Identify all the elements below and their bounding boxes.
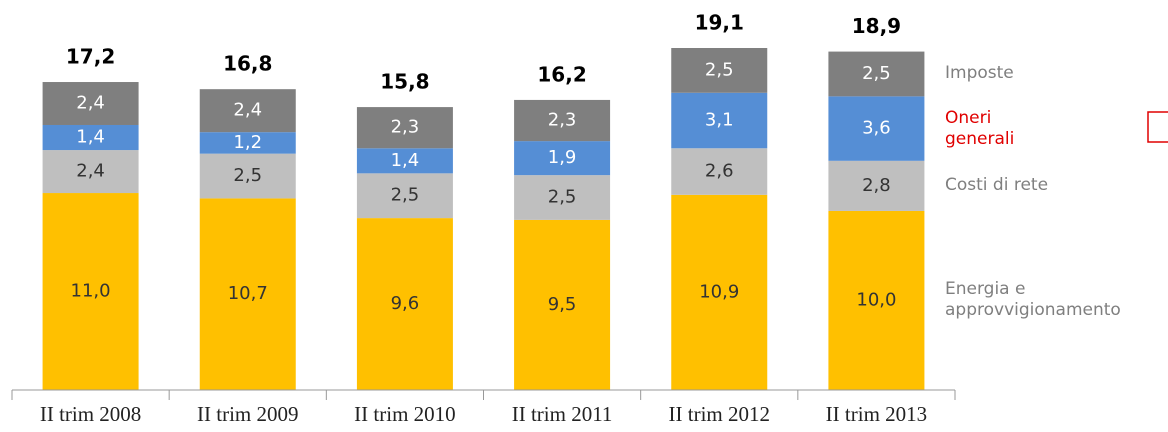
- value-label: 1,4: [76, 127, 105, 148]
- x-tick-label: II trim 2010: [354, 402, 455, 426]
- bar-segment: [671, 48, 768, 93]
- bar-segment: [514, 141, 611, 176]
- total-label: 16,8: [223, 52, 272, 76]
- value-label: 2,4: [76, 93, 105, 114]
- bar-segment: [199, 89, 296, 133]
- bar-segment: [42, 124, 139, 151]
- x-tick-label: II trim 2012: [669, 402, 770, 426]
- legend-text: Oneri generali: [945, 107, 1015, 149]
- total-label: 18,9: [852, 14, 901, 38]
- x-tick-label: II trim 2013: [826, 402, 927, 426]
- value-label: 2,4: [76, 161, 105, 182]
- legend-item: Oneri generali: [945, 99, 1065, 159]
- total-label: 16,2: [537, 62, 586, 86]
- value-label: 3,1: [705, 110, 734, 131]
- value-label: 1,4: [391, 150, 420, 171]
- x-tick-label: II trim 2009: [197, 402, 298, 426]
- legend-text: Costi di rete: [945, 175, 1049, 196]
- bar-segment: [828, 96, 925, 161]
- highlight-box: [1147, 111, 1168, 143]
- total-label: 17,2: [66, 45, 115, 69]
- x-tick-label: II trim 2008: [40, 402, 141, 426]
- legend-text: Energia e approvvigionamento: [945, 279, 1121, 321]
- value-label: 2,6: [705, 161, 734, 182]
- bar-segment: [671, 92, 768, 149]
- value-label: 10,0: [856, 289, 896, 310]
- value-label: 10,9: [699, 281, 739, 302]
- legend-label: Imposte: [945, 44, 1065, 104]
- bar-segment: [671, 194, 768, 390]
- bar-segment: [42, 150, 139, 194]
- bar-segment: [199, 132, 296, 154]
- value-label: 10,7: [228, 283, 268, 304]
- value-label: 9,6: [391, 293, 420, 314]
- bar-segment: [356, 107, 453, 149]
- bar-segment: [356, 218, 453, 390]
- bar-segment: [828, 210, 925, 390]
- legend-item: Energia e approvvigionamento: [945, 270, 1121, 330]
- value-label: 2,8: [862, 175, 891, 196]
- value-label: 2,3: [548, 110, 577, 131]
- legend-label: Energia e approvvigionamento: [945, 270, 1121, 330]
- bar-segment: [199, 153, 296, 199]
- value-label: 1,9: [548, 147, 577, 168]
- value-label: 2,5: [548, 187, 577, 208]
- value-label: 3,6: [862, 118, 891, 139]
- bar-segment: [199, 198, 296, 390]
- legend-item: Costi di rete: [945, 156, 1065, 216]
- value-label: 1,2: [233, 132, 262, 153]
- value-label: 2,5: [233, 165, 262, 186]
- total-label: 15,8: [380, 70, 429, 94]
- bar-segment: [42, 82, 139, 125]
- bar-segment: [356, 148, 453, 174]
- bar-segment: [356, 173, 453, 219]
- x-tick-label: II trim 2011: [512, 402, 613, 426]
- value-label: 2,5: [705, 59, 734, 80]
- bar-segment: [514, 99, 611, 142]
- legend-label: Oneri generali: [945, 99, 1065, 159]
- bar-segment: [828, 160, 925, 211]
- value-label: 2,5: [391, 185, 420, 206]
- bar-segment: [514, 219, 611, 390]
- bar-segment: [671, 148, 768, 195]
- value-label: 2,5: [862, 63, 891, 84]
- bar-segment: [514, 175, 611, 220]
- legend-label: Costi di rete: [945, 156, 1065, 216]
- value-label: 2,3: [391, 117, 420, 138]
- value-label: 9,5: [548, 294, 577, 315]
- value-label: 2,4: [233, 100, 262, 121]
- legend-item: Imposte: [945, 44, 1065, 104]
- bar-segment: [42, 193, 139, 390]
- legend-text: Imposte: [945, 63, 1014, 84]
- bar-segment: [828, 51, 925, 97]
- value-label: 11,0: [71, 281, 111, 302]
- total-label: 19,1: [695, 11, 744, 35]
